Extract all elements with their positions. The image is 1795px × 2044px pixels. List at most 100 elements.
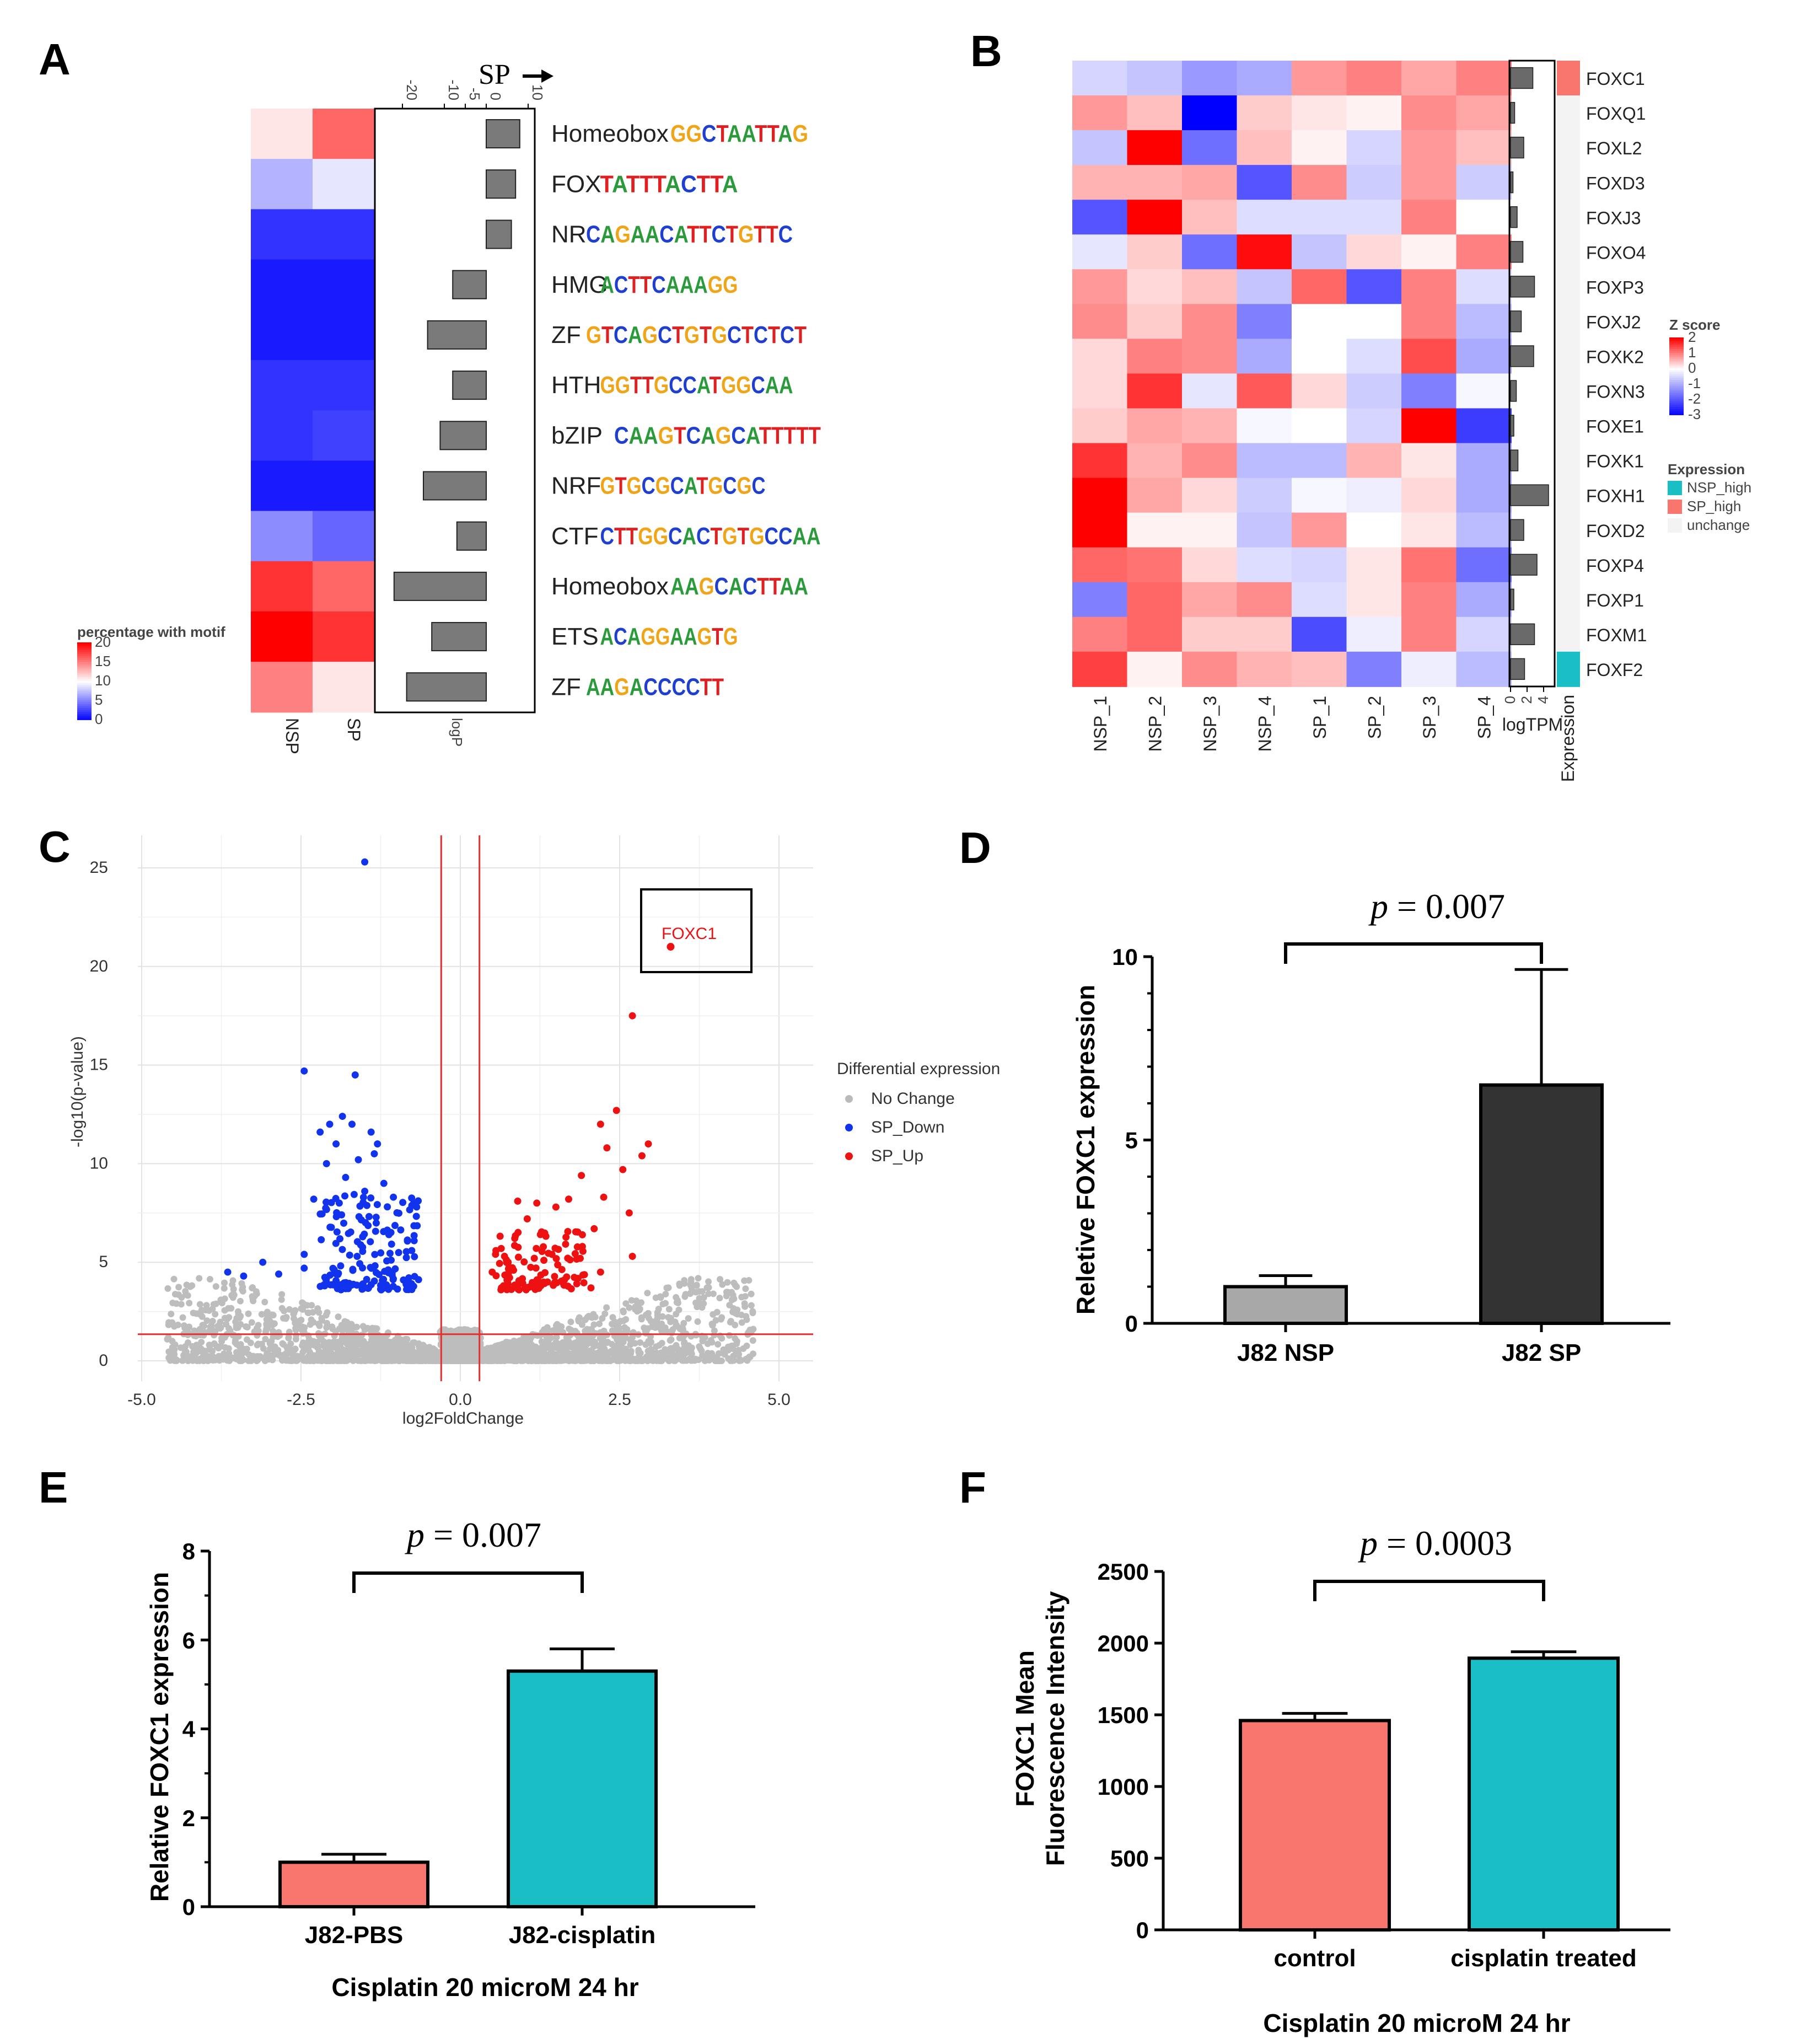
nochange-point [566, 1332, 573, 1339]
nochange-point [698, 1300, 705, 1307]
heatmap-cell [1182, 651, 1238, 687]
legend-swatch [77, 650, 92, 653]
heatmap-cell [1456, 443, 1512, 479]
nochange-point [326, 1357, 334, 1364]
sp-up-point [590, 1225, 598, 1232]
heatmap-cell [1346, 269, 1402, 305]
heatmap-cell [1346, 130, 1402, 166]
legend-marker [845, 1095, 853, 1103]
legend-swatch [77, 716, 92, 718]
sp-down-point [323, 1198, 330, 1206]
f-y-label: FOXC1 MeanFluorescence Intensity [1011, 1591, 1070, 1866]
legend-swatch [1669, 349, 1684, 352]
nochange-point [372, 1325, 379, 1332]
nochange-point [637, 1355, 644, 1362]
heatmap-cell [1072, 165, 1128, 201]
heatmap-cell [1456, 478, 1512, 513]
panel-label-f: F [959, 1463, 986, 1512]
nochange-point [310, 1342, 318, 1349]
nochange-point [453, 1335, 460, 1343]
heatmap-cell [1456, 339, 1512, 374]
heatmap-cell [313, 109, 375, 160]
sp-down-point [337, 1262, 345, 1270]
heatmap-cell [1237, 95, 1292, 131]
percentage-legend: percentage with motif 20 15 10 5 0 [77, 624, 225, 727]
d-y-label: Reletive FOXC1 expression [1071, 985, 1100, 1315]
motif-logo: AAGCACTTAA [670, 573, 808, 600]
legend-swatch [77, 677, 92, 680]
sp-down-point [367, 1238, 374, 1246]
expression-cell [1557, 443, 1580, 479]
heatmap-cell [1072, 234, 1128, 270]
nochange-point [217, 1324, 224, 1332]
sp-down-point [410, 1222, 418, 1230]
legend-swatch [1669, 388, 1684, 390]
expression-cell [1557, 61, 1580, 96]
sp-down-point [411, 1273, 418, 1280]
legend-swatch [1669, 372, 1684, 375]
sp-up-point [573, 1280, 581, 1287]
legend-swatch [1669, 341, 1684, 344]
nochange-point [298, 1317, 305, 1324]
nochange-point [657, 1294, 664, 1301]
nochange-point [635, 1349, 642, 1356]
nochange-point [292, 1319, 299, 1327]
heatmap-cell [1237, 443, 1292, 479]
expression-cell [1557, 165, 1580, 201]
legend-swatch [77, 690, 92, 693]
bar [278, 1860, 429, 1908]
nochange-point [621, 1350, 628, 1358]
nochange-point [175, 1291, 182, 1299]
nochange-point [617, 1339, 624, 1346]
sp-down-point [300, 1067, 308, 1075]
sp-down-point [326, 1281, 334, 1289]
nochange-point [522, 1334, 529, 1341]
nochange-point [262, 1335, 269, 1343]
sp-up-point [540, 1243, 547, 1251]
nochange-point [631, 1340, 638, 1347]
nochange-point [645, 1338, 652, 1345]
sp-up-point [514, 1253, 522, 1261]
sp-down-point [374, 1140, 381, 1148]
nochange-point [209, 1306, 216, 1313]
nochange-point [203, 1302, 210, 1309]
legend-swatch [77, 696, 92, 699]
heatmap-cell [1127, 651, 1183, 687]
nochange-point [370, 1356, 378, 1364]
expression-cell [1557, 408, 1580, 444]
sp-up-point [638, 1152, 646, 1160]
sp-up-point [571, 1250, 579, 1258]
sample-label: NSP_2 [1145, 696, 1165, 752]
sp-down-point [342, 1279, 350, 1286]
category-label: J82 SP [1502, 1339, 1581, 1366]
legend-swatch [77, 708, 92, 711]
expression-cell [1557, 339, 1580, 374]
motif-family-label: bZIP [551, 422, 603, 449]
nochange-point [218, 1353, 225, 1360]
heatmap-cell [1072, 443, 1128, 479]
nochange-point [668, 1336, 675, 1343]
nochange-point [263, 1316, 270, 1323]
heatmap-cell [1456, 61, 1512, 96]
volcano-legend: Differential expression No Change SP_Down… [837, 1060, 1000, 1165]
heatmap-cell [1292, 651, 1347, 687]
sp-down-point [333, 1228, 341, 1236]
y-tick-label: 5 [99, 1253, 108, 1271]
expression-cell [1557, 304, 1580, 340]
heatmap-cell [1401, 373, 1457, 409]
nochange-point [283, 1313, 290, 1321]
logtpm-bar [1510, 136, 1524, 159]
heatmap-cell [1127, 339, 1183, 374]
nochange-point [362, 1350, 369, 1358]
nochange-point [653, 1357, 660, 1364]
heatmap-cell [1127, 478, 1183, 513]
nochange-point [180, 1352, 187, 1359]
heatmap-cell [251, 511, 313, 562]
sp-down-point [316, 1210, 324, 1218]
heatmap-cell [1237, 408, 1292, 444]
legend-swatch [77, 654, 92, 657]
nochange-point [662, 1300, 669, 1307]
logtpm-tick-label: 2 [1518, 696, 1535, 704]
nochange-point [745, 1277, 753, 1284]
